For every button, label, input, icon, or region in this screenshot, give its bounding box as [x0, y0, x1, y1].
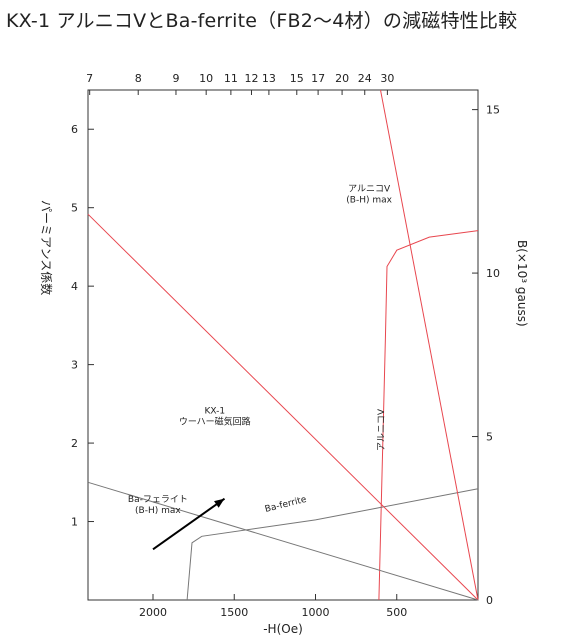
x-tick-label: 1500: [220, 606, 248, 619]
top-tick-label: 24: [358, 72, 372, 85]
y-right-tick-label: 5: [486, 431, 493, 444]
top-tick-label: 7: [86, 72, 93, 85]
top-tick-label: 9: [172, 72, 179, 85]
top-tick-label: 12: [244, 72, 258, 85]
top-tick-label: 8: [135, 72, 142, 85]
series-line: [380, 89, 479, 601]
y-left-tick-label: 5: [71, 202, 78, 215]
series-line: [186, 488, 479, 601]
y-right-tick-label: 15: [486, 104, 500, 117]
top-tick-label: 11: [224, 72, 238, 85]
annotation-label: (B-H) max: [135, 506, 181, 516]
series-line: [87, 213, 479, 601]
plot-frame: [87, 89, 479, 601]
annotation-label: ウーハー磁気回路: [179, 416, 251, 428]
annotation-label: (B-H) max: [346, 195, 392, 205]
arrow-head: [214, 498, 225, 508]
top-tick-label: 15: [290, 72, 304, 85]
annotation-label: アルニコV: [377, 408, 387, 451]
annotation-label: KX-1: [204, 407, 225, 417]
annotation-label: アルニコV: [348, 184, 391, 194]
top-tick-label: 13: [262, 72, 276, 85]
x-axis-label: -H(Oe): [263, 622, 303, 636]
y-left-tick-label: 6: [71, 123, 78, 136]
top-tick-label: 20: [335, 72, 349, 85]
annotation-label: Ba-ferrite: [264, 495, 308, 515]
top-tick-label: 17: [311, 72, 325, 85]
x-tick-label: 500: [386, 606, 407, 619]
arrow-shaft: [152, 497, 226, 551]
y-right-axis-label: B(×10³ gauss): [515, 240, 529, 327]
series-line: [87, 481, 479, 601]
y-left-axis-label: パーミアンス係数: [39, 200, 54, 295]
annotation-label: Ba-フェライト: [128, 494, 188, 505]
y-left-tick-label: 3: [71, 359, 78, 372]
y-right-tick-label: 0: [486, 594, 493, 607]
y-left-tick-label: 4: [71, 280, 78, 293]
top-tick-label: 30: [380, 72, 394, 85]
top-tick-label: 10: [199, 72, 213, 85]
y-left-tick-label: 1: [71, 516, 78, 529]
chart-title: KX-1 アルニコⅤとBa-ferrite（FB2〜4材）の減磁特性比較: [6, 10, 518, 32]
series-line: [378, 230, 479, 601]
y-left-tick-label: 2: [71, 437, 78, 450]
x-tick-label: 2000: [139, 606, 167, 619]
y-right-tick-label: 10: [486, 267, 500, 280]
x-tick-label: 1000: [302, 606, 330, 619]
